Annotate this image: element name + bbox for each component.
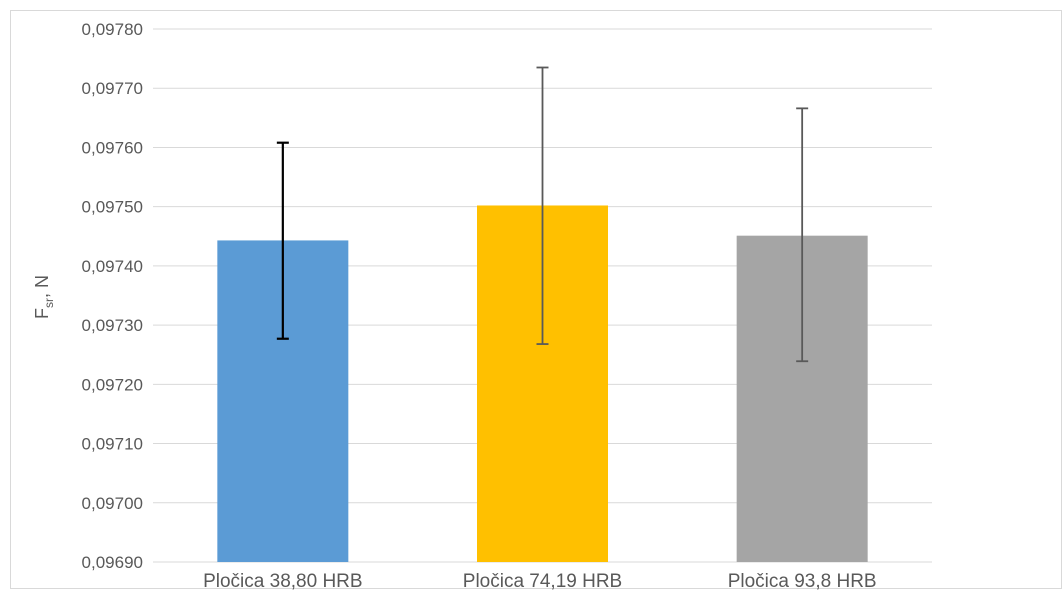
y-tick-label: 0,09770 — [82, 79, 143, 98]
y-tick-label: 0,09700 — [82, 494, 143, 513]
x-category-label: Pločica 38,80 HRB — [203, 571, 362, 591]
x-category-label: Pločica 74,19 HRB — [463, 571, 622, 591]
x-axis-labels: Pločica 38,80 HRB Pločica 74,19 HRB Pločic… — [203, 571, 877, 591]
y-tick-label: 0,09780 — [82, 20, 143, 39]
y-axis-title-rest: , N — [32, 275, 52, 298]
y-tick-label: 0,09710 — [82, 435, 143, 454]
y-tick-label: 0,09720 — [82, 375, 143, 394]
y-axis-ticks: 0,09690 0,09700 0,09710 0,09720 0,09730 0,097… — [82, 20, 143, 572]
y-tick-label: 0,09760 — [82, 138, 143, 157]
x-category-label: Pločica 93,8 HRB — [728, 571, 877, 591]
error-bars — [276, 66, 809, 363]
y-tick-label: 0,09740 — [82, 257, 143, 276]
y-tick-label: 0,09690 — [82, 553, 143, 572]
y-tick-label: 0,09730 — [82, 316, 143, 335]
y-axis-title-main: F — [32, 308, 52, 319]
y-tick-label: 0,09750 — [82, 198, 143, 217]
y-axis-title-subscript: sr — [42, 298, 56, 308]
y-axis-title: Fsr, N — [32, 275, 56, 319]
